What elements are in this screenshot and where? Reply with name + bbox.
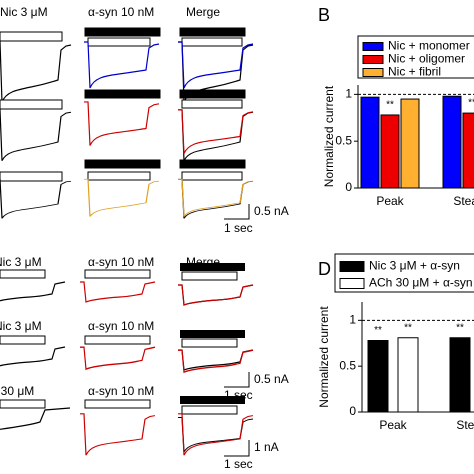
bar [462, 112, 474, 189]
legend-label: Nic + monomer [388, 39, 470, 53]
y-tick-label: 0.5 [339, 358, 356, 372]
y-tick-label: 1 [345, 87, 352, 101]
y-axis-label: Normalized current [317, 306, 331, 408]
annotation: ** [374, 325, 382, 336]
label: α-syn 10 nM [88, 255, 154, 269]
x-tick-label: Peak [376, 194, 404, 208]
scale-label: 1 sec [224, 457, 253, 471]
legend-swatch [362, 42, 384, 51]
x-tick-label: Steady [456, 418, 474, 432]
y-axis-label: Normalized current [322, 85, 336, 187]
y-tick-label: 0.5 [335, 133, 352, 147]
bar [360, 96, 380, 189]
y-tick-label: 0 [345, 180, 352, 194]
bar [449, 337, 471, 413]
legend-label: Nic + fibril [388, 65, 441, 79]
y-tick-label: 1 [349, 313, 356, 327]
annotation: ** [456, 322, 464, 333]
annotation: ** [468, 98, 474, 109]
bar [400, 98, 420, 189]
label: Merge [186, 5, 220, 19]
label: ACh 30 μM [0, 384, 34, 398]
x-tick-label: Peak [379, 418, 407, 432]
scale-label: 1 sec [224, 388, 253, 402]
label: Nic 3 μM [0, 319, 42, 333]
panel-letter: B [318, 5, 330, 25]
label: α-syn 10 nM [88, 384, 154, 398]
legend-swatch [339, 278, 365, 289]
bar [380, 114, 400, 189]
bar [442, 95, 462, 189]
legend-label: Nic 3 μM + α-syn [369, 259, 460, 273]
legend-swatch [362, 55, 384, 64]
panel-a-traces [0, 27, 254, 220]
annotation: ** [386, 100, 394, 111]
label: Nic 3 μM [0, 255, 42, 269]
scale-label: 1 nA [254, 440, 279, 454]
x-tick-label: Steady [453, 194, 474, 208]
bar [397, 337, 419, 413]
label: α-syn 10 nM [88, 5, 154, 19]
label: Nic 3 μM [0, 5, 48, 19]
bar [367, 340, 389, 413]
scale-label: 0.5 nA [254, 372, 289, 386]
panel-letter: D [318, 259, 331, 279]
annotation: ** [404, 322, 412, 333]
legend-label: Nic + oligomer [388, 52, 465, 66]
scale-label: 1 sec [224, 221, 253, 235]
scale-label: 0.5 nA [254, 204, 289, 218]
panel-c-traces [0, 263, 254, 457]
label: α-syn 10 nM [88, 319, 154, 333]
legend-label: ACh 30 μM + α-syn [369, 276, 473, 290]
y-tick-label: 0 [349, 404, 356, 418]
legend-swatch [339, 261, 365, 272]
legend-swatch [362, 68, 384, 77]
